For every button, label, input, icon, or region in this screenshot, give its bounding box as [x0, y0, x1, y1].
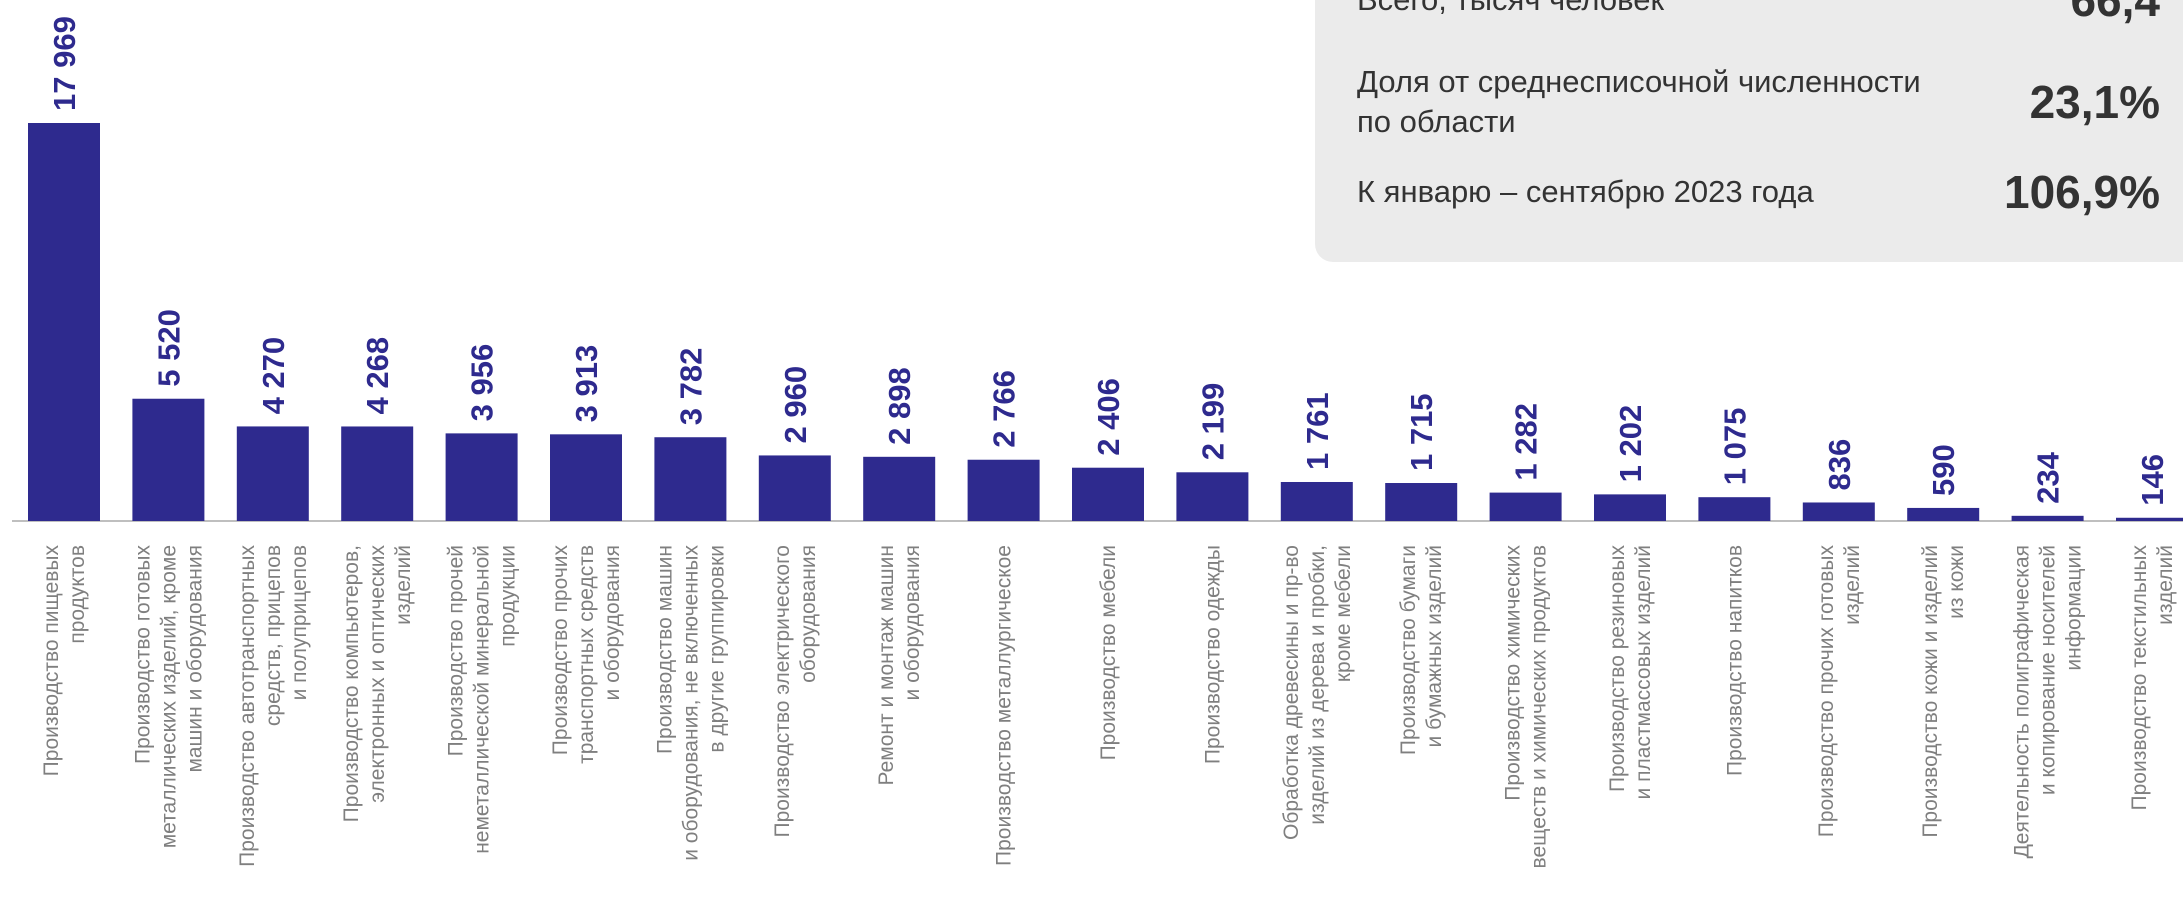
category-label: Производство автотранспортных средств, пр…: [236, 545, 311, 867]
bar-value-label: 590: [1926, 444, 1961, 496]
bar-value-label: 2 199: [1195, 383, 1230, 461]
bar: [445, 433, 518, 521]
category-label: Производство прочих готовых изделий: [1815, 545, 1864, 838]
summary-row-share: Доля от среднесписочной численности по о…: [1357, 52, 2160, 152]
category-label: Производство прочих транспортных средств и…: [549, 545, 624, 764]
bar-value-label: 2 406: [1091, 378, 1126, 456]
bar-value-label: 3 782: [673, 348, 708, 426]
bar-value-label: 1 202: [1613, 405, 1648, 483]
category-label: Производство мебели: [1097, 545, 1120, 760]
bar: [863, 456, 936, 521]
bar-value-label: 1 075: [1717, 408, 1752, 486]
bar: [967, 459, 1040, 521]
category-label: Производство машин и оборудования, не вкл…: [653, 545, 728, 861]
bar-value-label: 2 898: [882, 367, 917, 445]
category-label: Производство готовых металлических издели…: [131, 545, 206, 849]
summary-change-label: К январю – сентябрю 2023 года: [1357, 174, 1814, 209]
bar: [1698, 497, 1771, 521]
bar: [1907, 507, 1980, 521]
bar: [1594, 494, 1666, 521]
category-label: Производство компьютеров, электронных и о…: [340, 545, 415, 823]
bar: [550, 434, 622, 521]
bar: [1385, 483, 1458, 521]
bar-value-label: 1 761: [1300, 392, 1335, 470]
bar-value-label: 234: [2031, 451, 2066, 503]
bar-value-label: 146: [2135, 454, 2170, 506]
bar-value-label: 1 715: [1404, 393, 1439, 471]
bar: [2011, 515, 2084, 521]
bar-value-label: 836: [1822, 439, 1857, 491]
bar-value-label: 3 956: [465, 344, 500, 422]
category-label: Ремонт и монтаж машин и оборудования: [875, 545, 924, 785]
summary-panel: Всего, тысяч человек 66,4 Доля от средне…: [1315, 0, 2183, 262]
bar-value-label: 1 282: [1509, 403, 1544, 481]
bar-value-label: 3 913: [569, 345, 604, 423]
category-label: Производство электрического оборудования: [771, 545, 820, 838]
bar-value-label: 5 520: [151, 309, 186, 387]
summary-share-label: Доля от среднесписочной численности по о…: [1357, 64, 1921, 139]
bar: [1280, 481, 1353, 521]
bar: [132, 398, 205, 521]
category-label: Производство бумаги и бумажных изделий: [1397, 545, 1446, 755]
category-label: Производство химических веществ и химичес…: [1502, 545, 1551, 869]
summary-total-label: Всего, тысяч человек: [1357, 0, 1664, 20]
bar: [2116, 517, 2183, 521]
bar: [654, 437, 727, 521]
bar-value-label: 4 268: [360, 337, 395, 415]
bar-value-label: 4 270: [256, 337, 291, 415]
summary-change-value: 106,9%: [2003, 166, 2160, 218]
category-label: Производство кожи и изделий из кожи: [1919, 545, 1968, 838]
summary-share-value: 23,1%: [2029, 76, 2160, 128]
bar-value-label: 2 960: [778, 366, 813, 444]
bar: [341, 426, 414, 521]
bar: [758, 455, 831, 521]
category-label: Производство пищевых продуктов: [40, 545, 89, 777]
category-label: Производство текстильных изделий: [2128, 545, 2177, 811]
category-label: Производство одежды: [1201, 545, 1224, 764]
category-label: Обработка древесины и пр-во изделий из де…: [1280, 545, 1355, 840]
category-label: Производство металлургическое: [993, 545, 1016, 866]
summary-total-value: 66,4: [2070, 0, 2160, 26]
category-label: Производство прочей неметаллической минер…: [445, 545, 520, 854]
bar: [1802, 502, 1875, 521]
summary-row-change: К январю – сентябрю 2023 года 106,9%: [1357, 152, 2160, 232]
bar: [28, 123, 100, 521]
category-label: Производство напитков: [1723, 545, 1746, 776]
bar-value-label: 17 969: [47, 16, 82, 111]
bar: [236, 426, 309, 521]
category-label: Деятельность полиграфическая и копировани…: [2011, 545, 2086, 858]
bar-value-label: 2 766: [987, 370, 1022, 448]
bar: [1176, 472, 1249, 521]
category-label: Производство резиновых и пластмассовых из…: [1606, 545, 1655, 800]
summary-row-total: Всего, тысяч человек 66,4: [1357, 0, 2160, 40]
bar: [1072, 467, 1144, 521]
bar: [1489, 492, 1562, 521]
